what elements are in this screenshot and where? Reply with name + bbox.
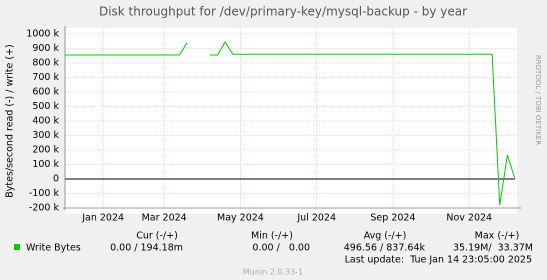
- grid: -200 k -100 k 0 100 k 200 k 300 k 400 k 500 k 60…: [26, 26, 521, 224]
- y-tick-label: 100 k: [32, 159, 59, 170]
- y-tick-label: 700 k: [32, 72, 59, 83]
- y-axis-label: Bytes/second read (-) / write (+): [5, 44, 16, 198]
- marks: [65, 40, 516, 206]
- y-tick-label: -200 k: [29, 203, 60, 214]
- y-tick-label: 300 k: [32, 130, 59, 141]
- side-label: RRDTOOL / TOBI OETIKER: [534, 55, 542, 145]
- legend-swatch: [14, 244, 20, 250]
- x-tick-label: May 2024: [217, 213, 264, 224]
- x-tick-label: Nov 2024: [446, 213, 492, 224]
- legend-header: Cur (-/+): [136, 231, 178, 242]
- x-tick-label: Jan 2024: [81, 213, 124, 224]
- y-tick-label: 900 k: [32, 43, 59, 54]
- y-tick-label: 1000 k: [26, 29, 59, 40]
- legend-value: 0.00 / 194.18m: [110, 243, 183, 254]
- legend-header: Avg (-/+): [364, 231, 407, 242]
- legend-header: Max (-/+): [475, 231, 520, 242]
- footer: Munin 2.0.33-1: [243, 268, 303, 277]
- y-tick-label: 800 k: [32, 58, 59, 69]
- legend-label: Write Bytes: [26, 243, 81, 254]
- last-update: Last update: Tue Jan 14 23:05:00 2025: [345, 255, 532, 266]
- y-tick-label: 0: [53, 174, 59, 185]
- series-line: [65, 40, 516, 206]
- legend: Cur (-/+) Min (-/+) Avg (-/+) Max (-/+) Writ…: [14, 231, 533, 254]
- chart-title: Disk throughput for /dev/primary-key/mys…: [99, 5, 467, 19]
- legend-value: 0.00 / 0.00: [252, 243, 310, 254]
- x-tick-label: Jul 2024: [296, 213, 336, 224]
- y-tick-label: -100 k: [29, 188, 60, 199]
- x-tick-label: Mar 2024: [142, 213, 187, 224]
- y-tick-label: 400 k: [32, 116, 59, 127]
- legend-value: 496.56 / 837.64k: [344, 243, 426, 254]
- y-tick-label: 600 k: [32, 87, 59, 98]
- y-tick-label: 500 k: [32, 101, 59, 112]
- legend-header: Min (-/+): [251, 231, 293, 242]
- x-tick-label: Sep 2024: [370, 213, 415, 224]
- y-tick-label: 200 k: [32, 145, 59, 156]
- legend-value: 35.19M/ 33.37M: [453, 243, 533, 254]
